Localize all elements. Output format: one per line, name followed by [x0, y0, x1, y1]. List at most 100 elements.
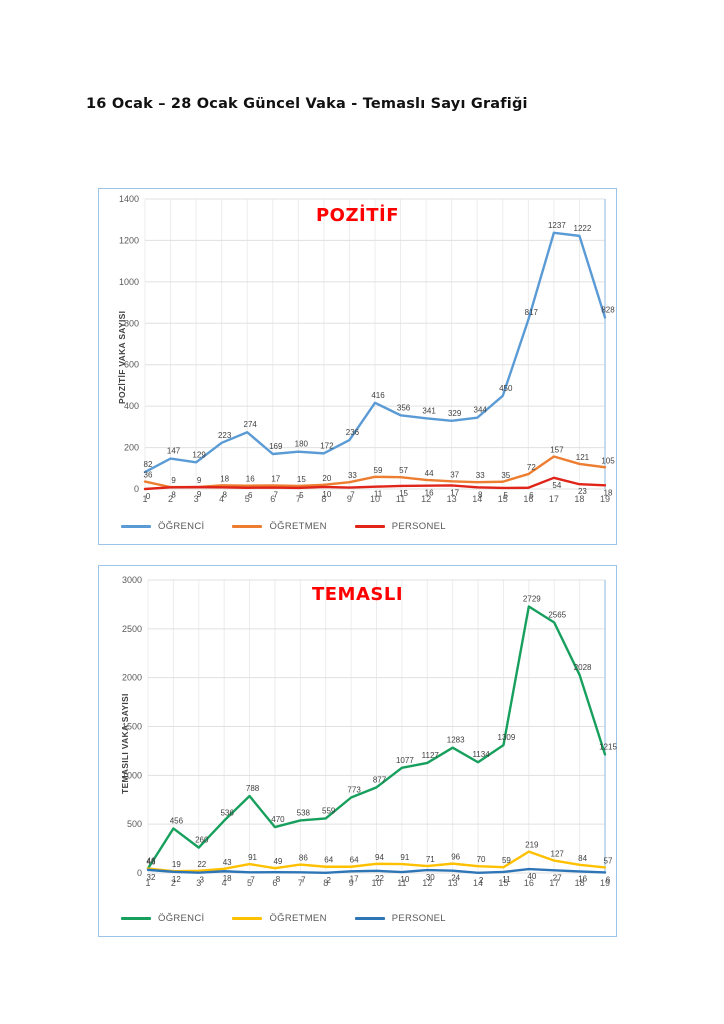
pozitif-chart: 0 200 400 600 800 1000 1200 1400 1 2 3 4 5 6 7 8 9 10 11 12… [98, 188, 617, 545]
svg-text:17: 17 [549, 878, 559, 888]
svg-text:0: 0 [146, 492, 151, 501]
svg-text:223: 223 [218, 431, 232, 440]
svg-text:157: 157 [550, 445, 564, 454]
temasli-y-axis-label: TEMASILI VAKA SAYISI [120, 693, 130, 794]
legend-line-swatch-icon [232, 917, 263, 920]
legend-item: ÖĞRETMEN [232, 521, 326, 532]
legend-label: ÖĞRENCİ [158, 521, 205, 532]
svg-text:22: 22 [197, 860, 206, 869]
svg-text:450: 450 [499, 384, 513, 393]
svg-text:9: 9 [197, 490, 202, 499]
svg-text:1400: 1400 [119, 194, 139, 204]
legend-item: ÖĞRENCİ [121, 913, 204, 924]
pozitif-legend: ÖĞRENCİ ÖĞRETMEN PERSONEL [121, 521, 446, 532]
svg-text:8: 8 [321, 494, 326, 504]
svg-text:260: 260 [195, 836, 209, 845]
svg-text:70: 70 [477, 855, 486, 864]
legend-line-swatch-icon [121, 525, 151, 528]
svg-text:10: 10 [322, 490, 331, 499]
svg-text:1: 1 [145, 878, 150, 888]
svg-text:18: 18 [604, 488, 613, 497]
svg-text:6: 6 [272, 878, 277, 888]
svg-text:91: 91 [248, 853, 257, 862]
svg-text:18: 18 [575, 878, 585, 888]
svg-text:1283: 1283 [447, 736, 465, 745]
svg-text:71: 71 [426, 855, 435, 864]
svg-text:6: 6 [529, 491, 534, 500]
svg-text:7: 7 [298, 878, 303, 888]
svg-text:15: 15 [399, 489, 408, 498]
svg-text:1: 1 [142, 494, 147, 504]
svg-text:1500: 1500 [122, 722, 142, 732]
svg-text:30: 30 [426, 873, 435, 882]
svg-text:1222: 1222 [574, 224, 592, 233]
svg-text:7: 7 [250, 875, 255, 884]
svg-text:1000: 1000 [122, 770, 142, 780]
svg-text:18: 18 [220, 474, 229, 483]
svg-text:600: 600 [124, 360, 139, 370]
svg-text:57: 57 [604, 856, 613, 865]
svg-text:828: 828 [601, 305, 615, 314]
svg-text:1237: 1237 [548, 221, 566, 230]
svg-text:24: 24 [451, 874, 460, 883]
svg-text:23: 23 [578, 487, 587, 496]
svg-text:9: 9 [347, 494, 352, 504]
svg-text:169: 169 [269, 442, 283, 451]
legend-line-swatch-icon [121, 917, 151, 920]
svg-text:82: 82 [144, 460, 153, 469]
svg-text:456: 456 [170, 816, 184, 825]
svg-text:470: 470 [271, 815, 285, 824]
svg-text:2500: 2500 [122, 624, 142, 634]
svg-text:8: 8 [171, 490, 176, 499]
svg-text:7: 7 [296, 494, 301, 504]
svg-text:236: 236 [346, 428, 360, 437]
svg-text:64: 64 [324, 856, 333, 865]
svg-text:329: 329 [448, 409, 462, 418]
svg-text:27: 27 [553, 873, 562, 882]
svg-text:1000: 1000 [119, 277, 139, 287]
svg-text:7: 7 [350, 491, 355, 500]
svg-text:2565: 2565 [548, 610, 566, 619]
svg-text:10: 10 [400, 875, 409, 884]
svg-text:3: 3 [196, 878, 201, 888]
svg-text:105: 105 [601, 456, 615, 465]
svg-text:15: 15 [498, 494, 508, 504]
svg-text:10: 10 [370, 494, 380, 504]
svg-text:127: 127 [551, 850, 565, 859]
svg-text:6: 6 [606, 875, 611, 884]
svg-text:559: 559 [322, 806, 336, 815]
svg-text:129: 129 [192, 450, 206, 459]
svg-text:19: 19 [600, 494, 610, 504]
svg-text:9: 9 [349, 878, 354, 888]
svg-text:64: 64 [350, 856, 359, 865]
svg-text:4: 4 [219, 494, 224, 504]
svg-text:57: 57 [399, 466, 408, 475]
svg-text:800: 800 [124, 318, 139, 328]
svg-text:19: 19 [172, 860, 181, 869]
temasli-chart-title: TEMASLI [311, 584, 404, 605]
temasli-legend: ÖĞRENCİ ÖĞRETMEN PERSONEL [121, 913, 446, 924]
svg-text:49: 49 [273, 857, 282, 866]
svg-text:3: 3 [200, 876, 205, 885]
svg-text:356: 356 [397, 403, 411, 412]
pozitif-y-axis-label: POZİTİF VAKA SAYISI [117, 310, 127, 404]
legend-label: ÖĞRENCİ [158, 913, 205, 924]
svg-text:8: 8 [478, 490, 483, 499]
svg-text:3: 3 [194, 494, 199, 504]
page-title: 16 Ocak – 28 Ocak Güncel Vaka - Temaslı … [86, 96, 528, 112]
svg-text:877: 877 [373, 775, 387, 784]
svg-text:180: 180 [295, 440, 309, 449]
svg-text:59: 59 [374, 466, 383, 475]
svg-text:8: 8 [323, 878, 328, 888]
legend-item: PERSONEL [354, 913, 446, 924]
svg-text:3000: 3000 [122, 575, 142, 585]
svg-text:341: 341 [422, 406, 436, 415]
svg-text:15: 15 [498, 878, 508, 888]
svg-text:96: 96 [451, 853, 460, 862]
svg-text:44: 44 [425, 469, 434, 478]
svg-text:2729: 2729 [523, 594, 541, 603]
svg-text:1127: 1127 [422, 751, 440, 760]
legend-item: ÖĞRENCİ [121, 521, 204, 532]
